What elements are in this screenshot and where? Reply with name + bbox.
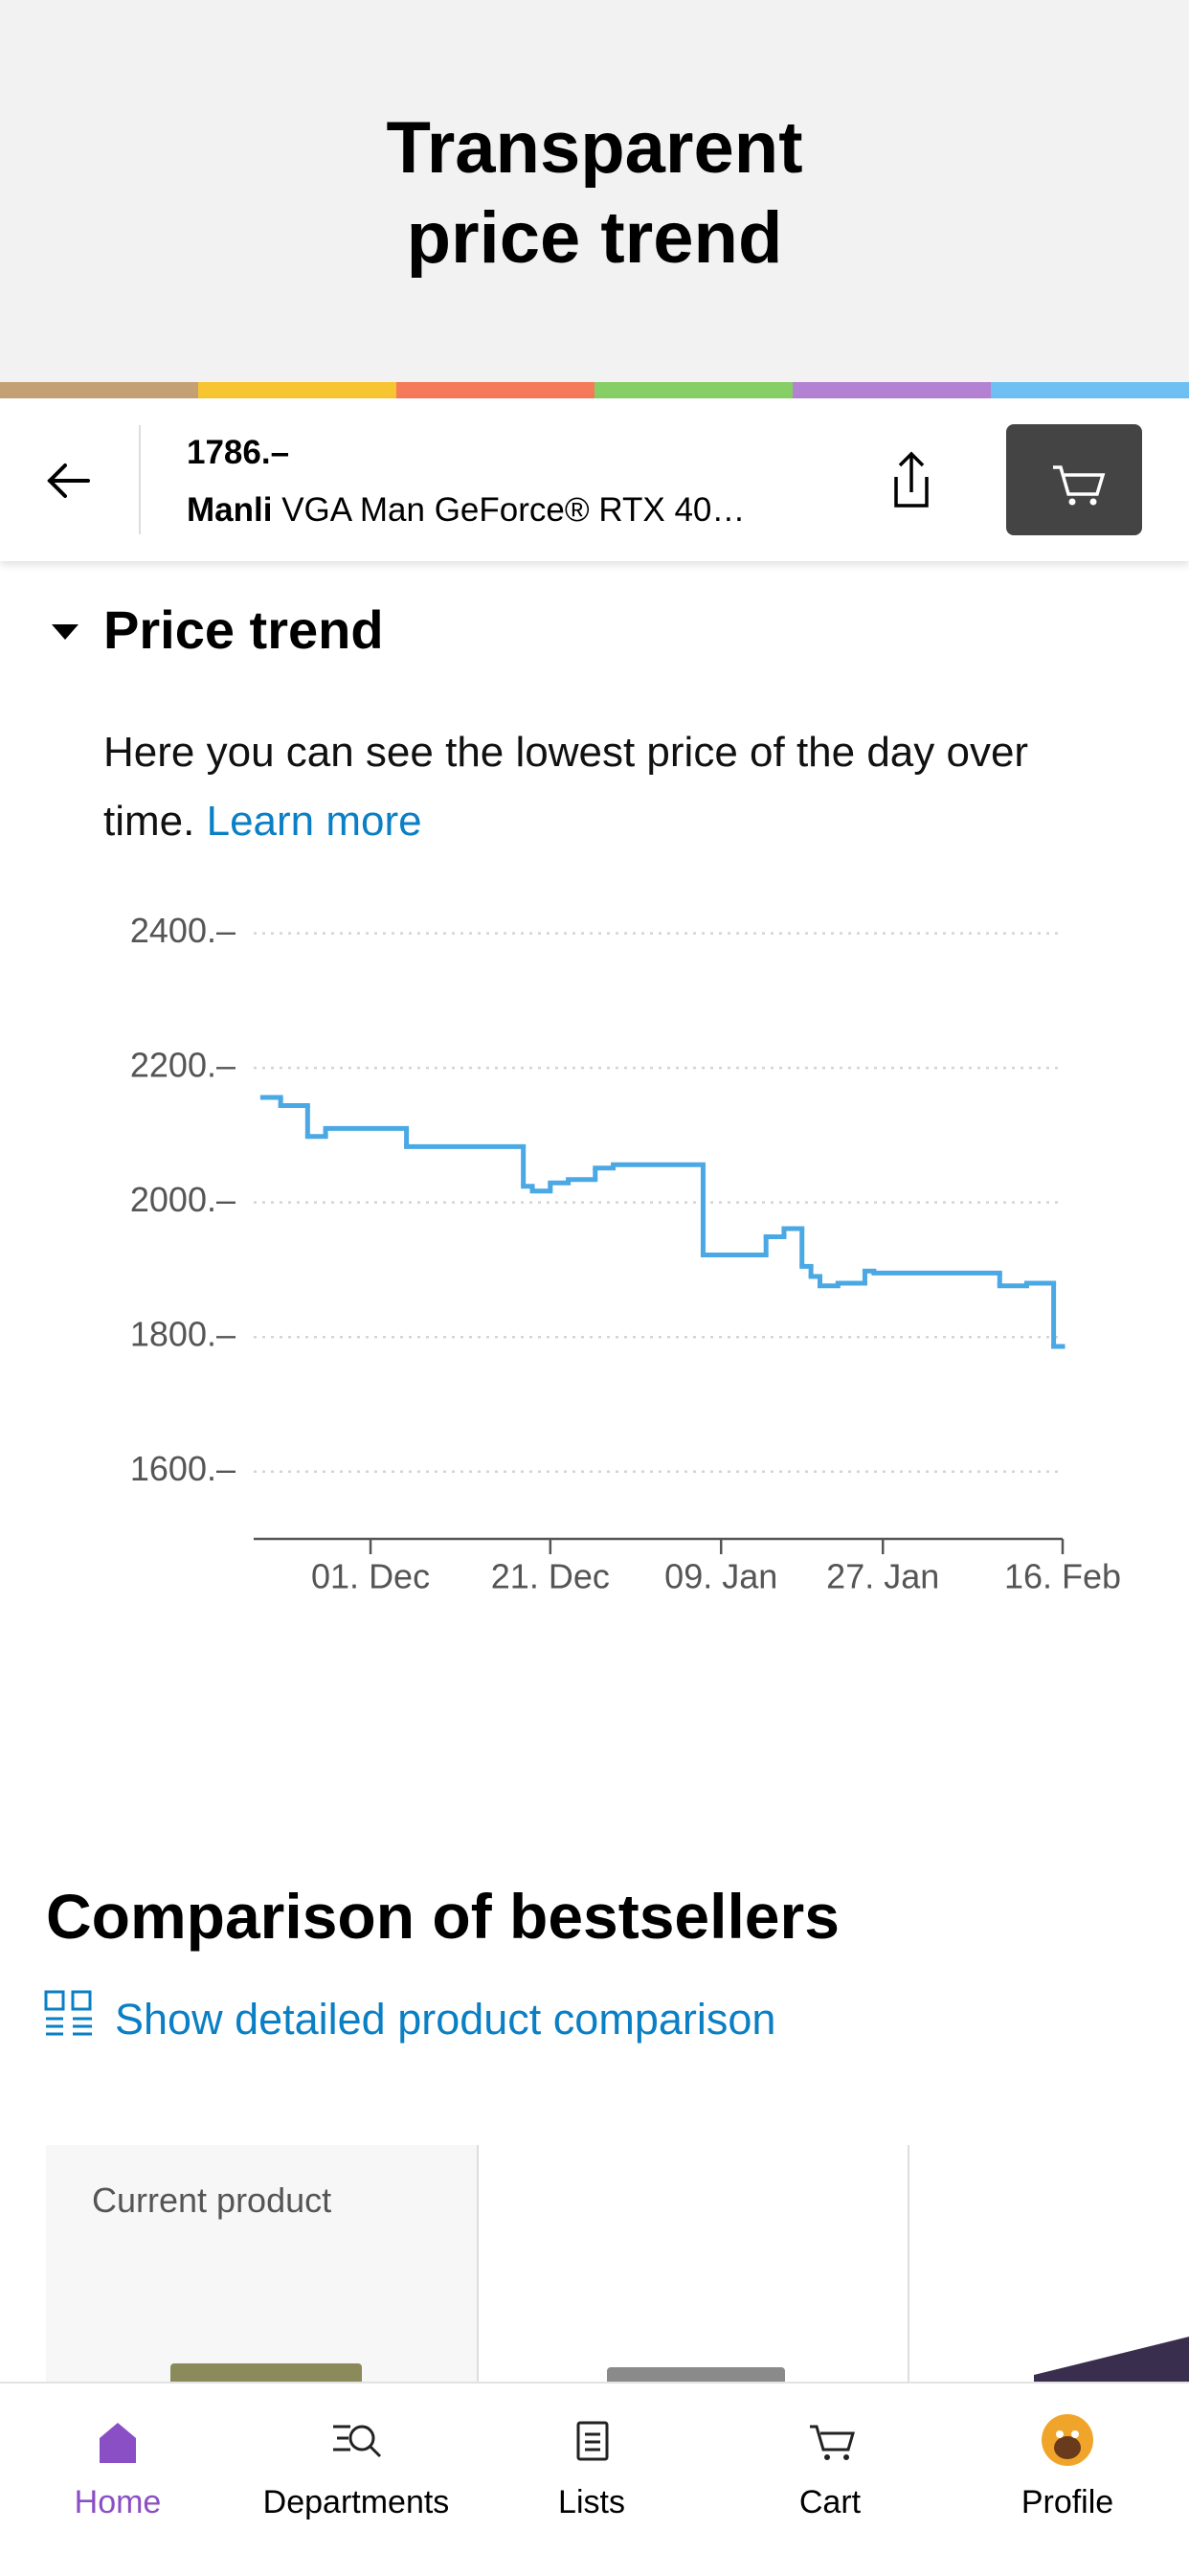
section-description: Here you can see the lowest price of the… — [103, 718, 1080, 856]
promo-header — [0, 0, 1189, 382]
y-tick-label: 2400.– — [130, 911, 236, 950]
product-bar — [0, 398, 1189, 561]
x-tick-label: 21. Dec — [491, 1557, 610, 1596]
bottom-nav — [0, 2382, 1189, 2576]
comparison-icon — [44, 1990, 92, 2036]
x-tick-label: 01. Dec — [311, 1557, 430, 1596]
product-brand: Manli — [187, 491, 273, 529]
profile-avatar[interactable] — [1042, 2414, 1093, 2466]
stripe-segment — [0, 382, 198, 398]
nav-icons — [100, 2414, 1093, 2466]
y-tick-label: 2000.– — [130, 1180, 236, 1219]
promo-title: Transparent price trend — [386, 107, 803, 279]
product-title: VGA Man GeForce® RTX 40… — [281, 491, 746, 529]
description-text: Here you can see the lowest price of the… — [103, 729, 1029, 845]
stripe-segment — [793, 382, 991, 398]
nav-label[interactable]: Home — [74, 2484, 162, 2520]
section-heading[interactable]: Price trend — [103, 599, 384, 660]
current-card[interactable] — [46, 2145, 477, 2384]
stripe-segment — [396, 382, 594, 398]
nav-label[interactable]: Departments — [262, 2484, 450, 2520]
cart-button[interactable] — [1006, 424, 1142, 535]
nav-label[interactable]: Cart — [798, 2484, 862, 2520]
price-chart: 1600.– 1800.– 2000.– 2200.– 2400.– 01. Dec 21.… — [130, 911, 1121, 1596]
y-tick-label: 2200.– — [130, 1046, 236, 1085]
comparison-link[interactable]: Show detailed product comparison — [115, 1995, 776, 2044]
home-icon[interactable] — [100, 2423, 136, 2463]
nav-label[interactable]: Lists — [558, 2484, 625, 2520]
product-image — [607, 2367, 785, 2384]
product-price: 1786.– — [187, 434, 290, 471]
x-tick-label: 09. Jan — [664, 1557, 777, 1596]
comparison-title: Comparison of bestsellers — [46, 1881, 840, 1952]
product-image — [1034, 2337, 1189, 2384]
stripe-segment — [198, 382, 396, 398]
cart-icon[interactable] — [810, 2425, 856, 2460]
lists-icon[interactable] — [576, 2421, 609, 2461]
product-bar-icons — [47, 424, 1142, 535]
share-button[interactable] — [894, 451, 929, 508]
card-label: Current product — [92, 2181, 332, 2220]
x-tick-label: 16. Feb — [1004, 1557, 1121, 1596]
back-button[interactable] — [47, 463, 90, 498]
color-stripe — [0, 382, 1189, 398]
collapse-icon[interactable] — [46, 621, 84, 644]
y-tick-label: 1600.– — [130, 1449, 236, 1488]
x-tick-label: 27. Jan — [826, 1557, 939, 1596]
y-tick-label: 1800.– — [130, 1315, 236, 1354]
nav-label[interactable]: Profile — [1021, 2484, 1114, 2520]
departments-icon[interactable] — [333, 2425, 382, 2458]
product-name: Manli VGA Man GeForce® RTX 40… — [187, 491, 745, 530]
learn-more-link[interactable]: Learn more — [206, 798, 422, 845]
stripe-segment — [594, 382, 793, 398]
stripe-segment — [991, 382, 1189, 398]
comparison-cards — [46, 2145, 1189, 2384]
product-image — [170, 2363, 362, 2384]
